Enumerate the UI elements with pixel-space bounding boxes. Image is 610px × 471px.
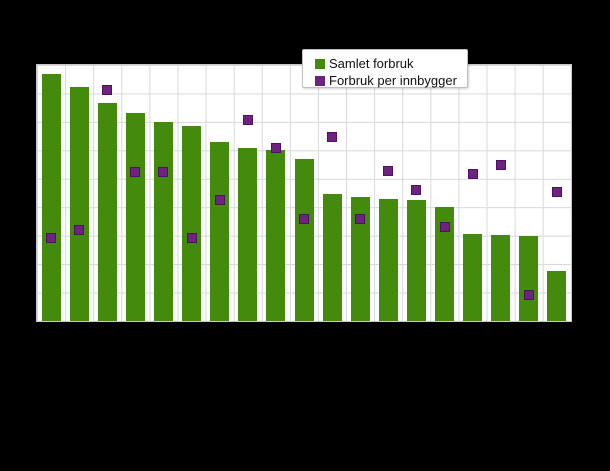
bar-15[interactable] [435, 207, 455, 321]
bar-7[interactable] [210, 141, 230, 321]
scatter-point-12[interactable] [355, 213, 366, 224]
scatter-point-7[interactable] [214, 194, 225, 205]
bar-14[interactable] [406, 199, 426, 321]
plot-area [36, 64, 572, 322]
scatter-point-9[interactable] [270, 143, 281, 154]
bar-6[interactable] [182, 125, 202, 321]
bar-3[interactable] [97, 102, 117, 321]
bar-11[interactable] [322, 194, 342, 321]
bar-13[interactable] [378, 198, 398, 321]
scatter-point-13[interactable] [383, 166, 394, 177]
scatter-point-15[interactable] [439, 222, 450, 233]
scatter-point-2[interactable] [74, 224, 85, 235]
bar-12[interactable] [350, 196, 370, 321]
scatter-point-6[interactable] [186, 233, 197, 244]
scatter-point-5[interactable] [158, 167, 169, 178]
bar-series [37, 65, 571, 321]
legend-label-samlet-forbruk: Samlet forbruk [329, 56, 414, 71]
bar-1[interactable] [41, 73, 61, 321]
scatter-point-4[interactable] [130, 167, 141, 178]
bar-2[interactable] [69, 86, 89, 321]
bar-9[interactable] [266, 150, 286, 321]
bar-4[interactable] [125, 113, 145, 321]
bar-19[interactable] [547, 271, 567, 321]
scatter-point-17[interactable] [495, 160, 506, 171]
scatter-point-8[interactable] [242, 115, 253, 126]
series-swatch-forbruk-per-innbygger-icon [315, 75, 325, 86]
scatter-point-3[interactable] [102, 85, 113, 96]
scatter-point-11[interactable] [327, 131, 338, 142]
bar-10[interactable] [294, 159, 314, 321]
bar-17[interactable] [491, 234, 511, 321]
series-swatch-samlet-forbruk-icon [315, 58, 325, 69]
scatter-point-19[interactable] [551, 186, 562, 197]
legend-item-forbruk-per-innbygger[interactable]: Forbruk per innbygger [315, 72, 467, 89]
scatter-point-1[interactable] [46, 233, 57, 244]
bar-16[interactable] [463, 233, 483, 321]
legend-item-samlet-forbruk[interactable]: Samlet forbruk [315, 55, 467, 72]
scatter-point-14[interactable] [411, 185, 422, 196]
scatter-point-18[interactable] [523, 289, 534, 300]
legend: Samlet forbruk Forbruk per innbygger [302, 49, 468, 88]
scatter-series [37, 65, 571, 321]
scatter-point-10[interactable] [299, 214, 309, 225]
legend-label-forbruk-per-innbygger: Forbruk per innbygger [329, 73, 457, 88]
bar-8[interactable] [238, 147, 258, 321]
scatter-point-16[interactable] [467, 169, 478, 180]
